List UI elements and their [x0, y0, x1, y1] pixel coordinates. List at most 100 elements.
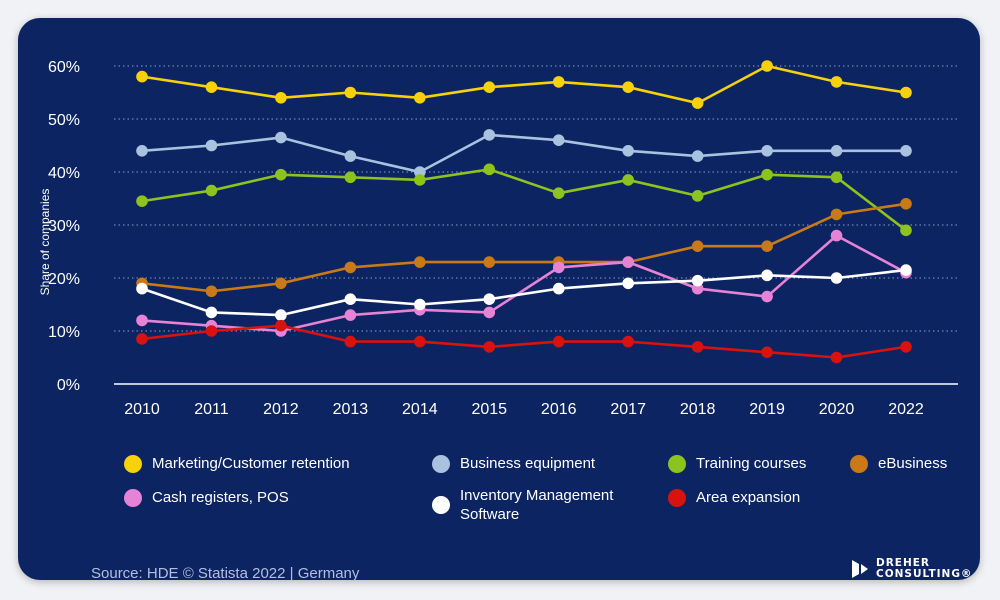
x-tick-label: 2016 [541, 401, 577, 418]
data-point [344, 293, 357, 306]
data-point [414, 335, 426, 348]
series-line-4 [140, 234, 908, 333]
data-point [900, 224, 912, 237]
data-point [344, 86, 357, 99]
data-point [761, 346, 773, 359]
data-point [483, 293, 496, 306]
y-tick-label: 60% [48, 59, 80, 76]
data-point [205, 325, 218, 337]
data-point [830, 145, 843, 157]
legend-item-inventory-software: Inventory Management Software [432, 486, 632, 524]
data-point [691, 240, 704, 252]
data-point [622, 256, 634, 268]
x-tick-label: 2010 [124, 401, 160, 418]
data-point [830, 208, 843, 221]
data-point [691, 274, 704, 287]
data-point [552, 187, 565, 199]
x-tick-label: 2015 [471, 401, 507, 418]
legend-item-training-courses: Training courses [668, 454, 806, 473]
data-point [691, 97, 704, 109]
x-tick-label: 2011 [194, 401, 229, 418]
data-point [622, 174, 634, 186]
legend-marker-inventory-software [432, 496, 450, 514]
legend-label-area-expansion: Area expansion [696, 489, 801, 506]
data-point [761, 60, 773, 72]
data-point [622, 335, 634, 348]
data-point [483, 256, 496, 268]
data-point [275, 277, 287, 290]
legend-marker-ebusiness [850, 455, 868, 473]
data-point [275, 319, 287, 332]
x-tick-label: 2022 [888, 401, 924, 418]
data-point [761, 290, 773, 303]
legend-marker-business-equipment [432, 455, 450, 473]
data-point [830, 351, 843, 364]
data-point [275, 92, 287, 104]
x-tick-label: 2012 [263, 401, 299, 418]
legend-marker-area-expansion [668, 489, 686, 507]
legend-item-cash-registers: Cash registers, POS [124, 488, 289, 507]
data-point [205, 285, 218, 298]
data-point [344, 171, 357, 184]
y-tick-label: 50% [48, 112, 80, 129]
data-point [414, 174, 426, 186]
y-tick-label: 30% [48, 218, 80, 235]
data-point [900, 264, 912, 276]
legend-marker-training-courses [668, 455, 686, 473]
series-line-6 [140, 324, 908, 359]
data-point [483, 129, 496, 141]
x-tick-label: 2019 [749, 401, 785, 418]
data-point [761, 240, 773, 252]
series-line-5 [140, 268, 908, 317]
legend-label-training-courses: Training courses [696, 455, 807, 472]
legend-item-ebusiness: eBusiness [850, 454, 947, 473]
source-note: Source: HDE © Statista 2022 | Germany [91, 565, 360, 582]
data-point [552, 76, 565, 88]
data-point [830, 76, 843, 88]
data-point [552, 335, 565, 348]
data-point [136, 195, 148, 207]
data-point [900, 86, 912, 99]
data-point [691, 341, 704, 353]
data-point [552, 261, 565, 274]
legend-item-area-expansion: Area expansion [668, 488, 800, 507]
data-point [205, 81, 218, 93]
legend-marker-cash-registers [124, 489, 142, 507]
legend-marker-marketing [124, 455, 142, 473]
data-point [136, 314, 148, 327]
x-tick-label: 2014 [402, 401, 438, 418]
series-line-0 [140, 64, 908, 105]
data-point [414, 166, 426, 178]
x-tick-label: 2020 [819, 401, 855, 418]
x-tick-label: 2013 [333, 401, 369, 418]
series-line-2 [140, 168, 908, 232]
data-point [552, 282, 565, 295]
y-tick-label: 20% [48, 271, 80, 288]
data-point [691, 150, 704, 162]
data-point [483, 306, 496, 319]
data-point [830, 229, 843, 242]
data-point [622, 145, 634, 157]
data-point [136, 333, 148, 345]
data-point [830, 272, 843, 284]
data-point [205, 139, 218, 152]
legend-label-cash-registers: Cash registers, POS [152, 489, 289, 506]
data-point [483, 163, 496, 176]
chart-card: 0% 10% 20% 30% 40% 50% 60% 2010 2011 2012 2013 2014… [18, 18, 980, 582]
logo-line-2: CONSULTING® [876, 568, 973, 580]
y-axis-label: Share of companies [38, 189, 52, 296]
data-point [275, 309, 287, 321]
data-point [483, 341, 496, 353]
data-point [691, 282, 704, 295]
data-point [275, 131, 287, 144]
x-tick-label: 2018 [680, 401, 716, 418]
data-point [900, 198, 912, 210]
data-point [483, 81, 496, 93]
y-tick-label: 40% [48, 165, 80, 182]
data-point [136, 145, 148, 157]
data-point [414, 256, 426, 268]
legend-item-marketing: Marketing/Customer retention [124, 454, 350, 473]
data-point [414, 92, 426, 104]
series-line-3 [140, 202, 908, 293]
data-point [344, 335, 357, 348]
